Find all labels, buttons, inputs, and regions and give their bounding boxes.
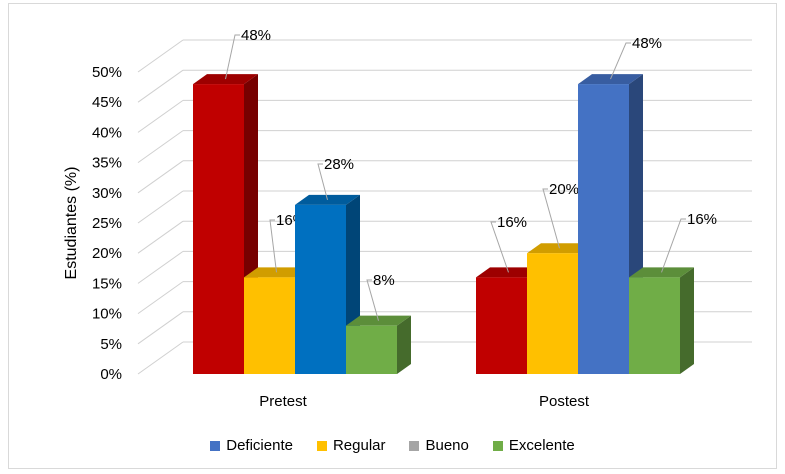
y-tick-label: 20% [92, 245, 122, 262]
bar-pretest-3 [346, 325, 397, 374]
y-tick-label: 0% [100, 366, 122, 383]
bar-pretest-2 [295, 204, 346, 374]
y-tick-label: 50% [92, 64, 122, 81]
gridline-diagonal [137, 160, 184, 194]
gridline-diagonal [137, 99, 184, 133]
gridline-diagonal [137, 190, 184, 224]
bar-postest-2 [578, 84, 629, 374]
bar-postest-0 [476, 277, 527, 374]
data-label: 16% [497, 214, 527, 231]
data-label-leader [317, 163, 328, 201]
data-label: 28% [324, 156, 354, 173]
y-tick-label: 15% [92, 275, 122, 292]
chart-frame [8, 3, 777, 469]
bar-side-face [680, 267, 694, 374]
y-tick-label: 5% [100, 336, 122, 353]
bar-pretest-1 [244, 277, 295, 374]
x-category-label: Pretest [259, 393, 307, 410]
gridline-diagonal [137, 250, 184, 284]
legend: Deficiente Regular Bueno Excelente [0, 437, 785, 454]
x-category-label: Postest [539, 393, 590, 410]
data-label-leader [490, 221, 509, 273]
legend-item: Regular [316, 437, 386, 454]
y-tick-label: 35% [92, 155, 122, 172]
legend-swatch [492, 440, 503, 451]
gridline-diagonal [137, 220, 184, 254]
gridline-diagonal [137, 311, 184, 345]
legend-swatch [316, 440, 327, 451]
legend-swatch [210, 440, 221, 451]
gridline-diagonal [137, 130, 184, 164]
data-label-leader [269, 219, 277, 273]
data-label: 8% [373, 272, 395, 289]
legend-item: Excelente [492, 437, 575, 454]
data-label: 48% [241, 27, 271, 44]
data-label-leader [610, 42, 631, 80]
legend-item: Bueno [409, 437, 469, 454]
legend-swatch [409, 440, 420, 451]
gridline-diagonal [137, 281, 184, 315]
y-tick-label: 40% [92, 124, 122, 141]
legend-label: Bueno [425, 437, 469, 454]
legend-label: Deficiente [226, 437, 293, 454]
legend-item: Deficiente [210, 437, 293, 454]
bar-postest-3 [629, 277, 680, 374]
bar-postest-1 [527, 253, 578, 374]
y-tick-label: 30% [92, 185, 122, 202]
gridline-diagonal [137, 69, 184, 103]
data-label-leader [366, 279, 379, 321]
y-tick-label: 45% [92, 94, 122, 111]
y-tick-label: 10% [92, 306, 122, 323]
legend-label: Excelente [508, 437, 575, 454]
data-label: 20% [549, 181, 579, 198]
y-tick-label: 25% [92, 215, 122, 232]
data-label: 48% [632, 35, 662, 52]
data-label: 16% [687, 211, 717, 228]
y-axis-label: Estudiantes (%) [63, 167, 80, 280]
data-label-leader [225, 34, 240, 80]
gridline-diagonal [137, 341, 184, 375]
bar-pretest-0 [193, 84, 244, 374]
legend-label: Regular [332, 437, 386, 454]
bar-side-face [397, 315, 411, 374]
data-label-leader [542, 188, 560, 249]
data-label-leader [661, 218, 686, 273]
gridline-diagonal [137, 39, 184, 73]
